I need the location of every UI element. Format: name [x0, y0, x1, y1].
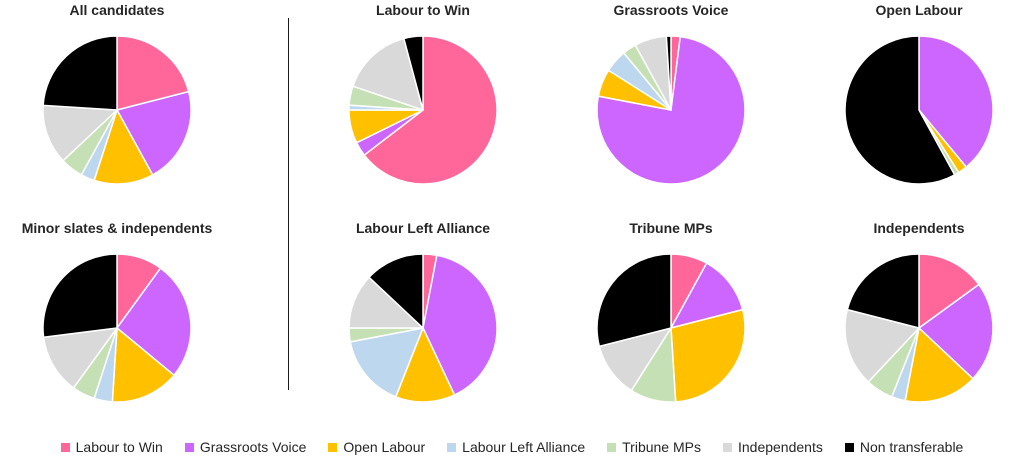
pie-title-all-candidates: All candidates — [69, 2, 165, 18]
pie-slice-labour-left-alliance — [349, 327, 424, 398]
legend-item-non-transferable: Non transferable — [844, 439, 964, 455]
legend-label: Non transferable — [859, 439, 964, 455]
pie-slice-independents — [352, 37, 424, 111]
pie-slice-non-transferable — [403, 35, 424, 111]
pie-slice-grassroots-voice — [116, 267, 192, 376]
pie-chart-minor-slates-independents — [42, 253, 192, 403]
legend-label: Open Labour — [343, 439, 426, 455]
legend-label: Grassroots Voice — [199, 439, 307, 455]
pie-slice-labour-to-win — [918, 253, 980, 329]
pie-slice-independents — [42, 104, 118, 162]
pie-slice-grassroots-voice — [116, 90, 192, 176]
pie-slice-labour-to-win — [116, 35, 190, 111]
legend-swatch — [447, 442, 457, 452]
pie-title-tribune-mps: Tribune MPs — [629, 220, 713, 236]
pie-title-minor-slates-independents: Minor slates & independents — [21, 220, 213, 236]
pie-slice-non-transferable — [844, 35, 956, 185]
legend-label: Independents — [737, 439, 823, 455]
pie-slice-non-transferable — [42, 253, 118, 339]
pie-title-labour-left-alliance: Labour Left Alliance — [355, 220, 491, 236]
legend-label: Labour to Win — [75, 439, 163, 455]
pie-slice-non-transferable — [665, 35, 672, 111]
pie-chart-all-candidates — [42, 35, 192, 185]
pie-chart-open-labour — [844, 35, 994, 185]
pie-slice-labour-to-win — [363, 35, 498, 185]
pie-chart-grassroots-voice — [596, 35, 746, 185]
pie-title-grassroots-voice: Grassroots Voice — [613, 2, 729, 18]
legend-swatch — [844, 442, 854, 452]
legend-swatch — [328, 442, 338, 452]
pie-slice-open-labour — [670, 308, 746, 403]
pie-slice-non-transferable — [368, 253, 424, 329]
legend-item-labour-left-alliance: Labour Left Alliance — [447, 439, 585, 455]
legend-item-grassroots-voice: Grassroots Voice — [184, 439, 307, 455]
pie-slice-grassroots-voice — [670, 262, 744, 329]
pie-chart-labour-left-alliance — [348, 253, 498, 403]
legend-item-independents: Independents — [722, 439, 823, 455]
pie-title-open-labour: Open Labour — [875, 2, 963, 18]
pie-slice-open-labour — [904, 327, 974, 403]
pie-slice-non-transferable — [42, 35, 118, 111]
pie-slice-non-transferable — [846, 253, 920, 329]
legend-label: Tribune MPs — [622, 439, 701, 455]
pie-slice-open-labour — [395, 327, 456, 403]
pie-title-independents: Independents — [873, 220, 965, 236]
pie-slice-independents — [42, 327, 118, 389]
legend-item-tribune-mps: Tribune MPs — [607, 439, 701, 455]
legend-item-open-labour: Open Labour — [328, 439, 425, 455]
pie-slice-grassroots-voice — [918, 35, 994, 168]
legend-swatch — [722, 442, 732, 452]
pie-title-labour-to-win: Labour to Win — [376, 2, 470, 18]
legend-label: Labour Left Alliance — [462, 439, 586, 455]
pie-chart-independents — [844, 253, 994, 403]
legend: Labour to Win Grassroots Voice Open Labo… — [0, 436, 1024, 458]
legend-swatch — [184, 442, 194, 452]
pie-chart-labour-to-win — [348, 35, 498, 185]
divider-line — [288, 18, 289, 390]
pie-slice-open-labour — [93, 109, 154, 185]
pie-slice-non-transferable — [596, 253, 672, 348]
pie-slice-independents — [844, 308, 920, 383]
pie-slice-grassroots-voice — [422, 254, 498, 396]
pie-slice-open-labour — [111, 327, 175, 403]
legend-item-labour-to-win: Labour to Win — [60, 439, 163, 455]
legend-swatch — [607, 442, 617, 452]
pie-chart-tribune-mps — [596, 253, 746, 403]
legend-swatch — [60, 442, 70, 452]
pie-slice-grassroots-voice — [918, 283, 994, 380]
